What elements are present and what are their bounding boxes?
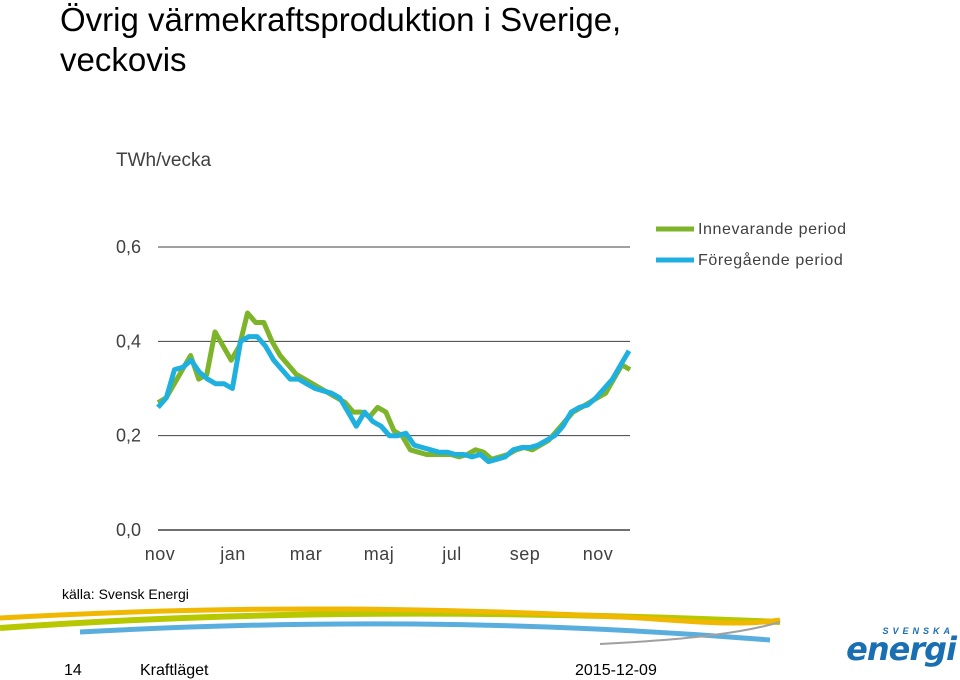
legend-label: Innevarande period: [698, 221, 847, 238]
logo-main-text: energi: [846, 630, 957, 668]
swoosh-grey: [599, 621, 781, 645]
title-line-1: Övrig värmekraftsproduktion i Sverige,: [60, 1, 622, 38]
footer-title: Kraftläget: [140, 662, 209, 679]
x-tick-label: jan: [219, 544, 246, 564]
line-chart: 0,0 0,2 0,4 0,6 nov jan mar maj jul sep nov Innev…: [116, 221, 847, 564]
x-tick-label: sep: [510, 544, 541, 564]
legend-label: Föregående period: [698, 251, 843, 269]
x-tick-label: maj: [364, 544, 395, 564]
x-tick-label: jul: [441, 544, 462, 564]
decorative-swoosh: [0, 606, 781, 645]
x-tick-labels: nov jan mar maj jul sep nov: [145, 544, 614, 564]
series-lines: [156, 310, 632, 465]
x-tick-label: mar: [290, 544, 323, 564]
title-line-2: veckovis: [60, 41, 187, 78]
legend: Innevarande period Föregående period: [656, 221, 847, 269]
page-title: Övrig värmekraftsproduktion i Sverige, v…: [60, 0, 900, 80]
y-tick-label: 0,0: [116, 520, 141, 540]
source-note: källa: Svensk Energi: [62, 586, 189, 602]
swoosh-yellow: [0, 606, 781, 626]
x-tick-label: nov: [145, 544, 176, 564]
y-tick-label: 0,4: [116, 331, 141, 351]
logo-top-text: SVENSKA: [882, 626, 954, 636]
y-tick-labels: 0,0 0,2 0,4 0,6: [116, 237, 141, 540]
x-tick-label: nov: [583, 544, 614, 564]
page-number: 14: [64, 662, 82, 679]
svensk-energi-logo: SVENSKA energi: [846, 626, 958, 668]
footer-date: 2015-12-09: [575, 662, 657, 679]
y-tick-label: 0,6: [116, 237, 141, 257]
y-tick-label: 0,2: [116, 426, 141, 446]
series-line-foregaende: [156, 334, 632, 465]
y-axis-unit-label: TWh/vecka: [116, 150, 212, 171]
swoosh-blue: [79, 621, 771, 643]
